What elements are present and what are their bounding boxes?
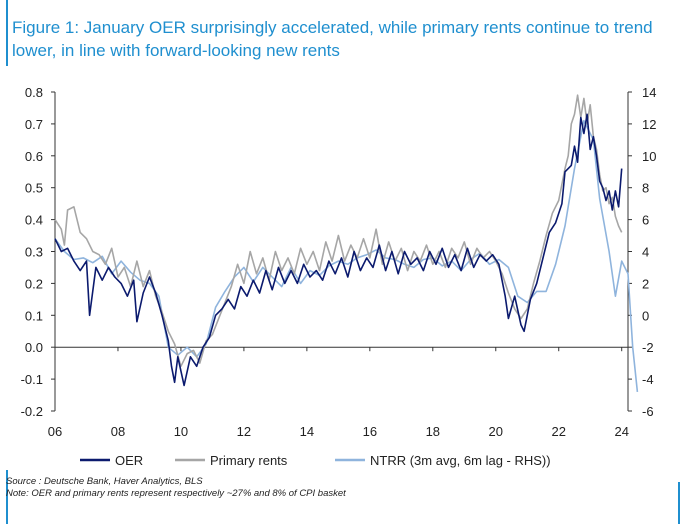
y-right-tick-label: -6 xyxy=(642,404,654,419)
source-line: Source : Deutsche Bank, Haver Analytics,… xyxy=(6,476,203,487)
legend-primary-rents: Primary rents xyxy=(175,453,288,468)
x-tick-label: 18 xyxy=(426,424,440,439)
series-line-primary-rents xyxy=(54,94,623,368)
y-left-tick-label: 0.2 xyxy=(25,276,43,291)
legend-label: Primary rents xyxy=(210,453,288,468)
y-right-tick-label: 10 xyxy=(642,149,656,164)
chart-legend: OER Primary rents NTRR (3m avg, 6m lag - R… xyxy=(80,453,551,468)
y-right-tick-label: -4 xyxy=(642,372,654,387)
legend-oer: OER xyxy=(80,453,143,468)
y-right-tick-label: 8 xyxy=(642,181,649,196)
y-right-tick-label: 12 xyxy=(642,117,656,132)
chart-title: Figure 1: January OER surprisingly accel… xyxy=(12,18,653,60)
note-line: Note: OER and primary rents represent re… xyxy=(6,488,346,499)
frame-accent-bottom-right xyxy=(678,482,680,524)
y-left-tick-label: 0.4 xyxy=(25,213,43,228)
y-left-tick-label: 0.7 xyxy=(25,117,43,132)
y-left-tick-label: 0.8 xyxy=(25,85,43,100)
x-tick-label: 14 xyxy=(300,424,314,439)
legend-label: OER xyxy=(115,453,143,468)
frame-accent-bottom-left xyxy=(6,470,8,524)
x-tick-label: 20 xyxy=(489,424,503,439)
series-line-oer xyxy=(54,113,623,387)
x-tick-label: 12 xyxy=(237,424,251,439)
y-right-tick-label: -2 xyxy=(642,340,654,355)
x-tick-label: 10 xyxy=(174,424,188,439)
y-left-tick-label: 0.6 xyxy=(25,149,43,164)
x-tick-label: 22 xyxy=(552,424,566,439)
legend-label: NTRR (3m avg, 6m lag - RHS)) xyxy=(370,453,551,468)
frame-accent-top xyxy=(6,0,8,66)
x-tick-label: 06 xyxy=(48,424,62,439)
y-right-tick-label: 6 xyxy=(642,213,649,228)
y-left-tick-label: -0.2 xyxy=(21,404,43,419)
y-left-tick-label: 0.3 xyxy=(25,245,43,260)
y-left-tick-label: 0.5 xyxy=(25,181,43,196)
y-left-tick-label: 0.1 xyxy=(25,308,43,323)
source-notes: Source : Deutsche Bank, Haver Analytics,… xyxy=(6,476,346,500)
chart-axes: 0.8 0.7 0.6 0.5 0.4 0.3 0.2 0.1 0.0 -0.1 -0.2 14 12 1… xyxy=(21,85,657,439)
x-tick-label: 16 xyxy=(363,424,377,439)
y-right-tick-label: 0 xyxy=(642,308,649,323)
y-right-tick-label: 4 xyxy=(642,245,649,260)
y-right-tick-label: 14 xyxy=(642,85,656,100)
chart: 0.8 0.7 0.6 0.5 0.4 0.3 0.2 0.1 0.0 -0.1 -0.2 14 12 1… xyxy=(21,85,657,468)
legend-ntrr: NTRR (3m avg, 6m lag - RHS)) xyxy=(335,453,551,468)
y-left-tick-label: -0.1 xyxy=(21,372,43,387)
chart-series xyxy=(54,94,639,392)
y-left-tick-label: 0.0 xyxy=(25,340,43,355)
y-right-tick-label: 2 xyxy=(642,276,649,291)
x-tick-label: 08 xyxy=(111,424,125,439)
x-tick-label: 24 xyxy=(614,424,628,439)
